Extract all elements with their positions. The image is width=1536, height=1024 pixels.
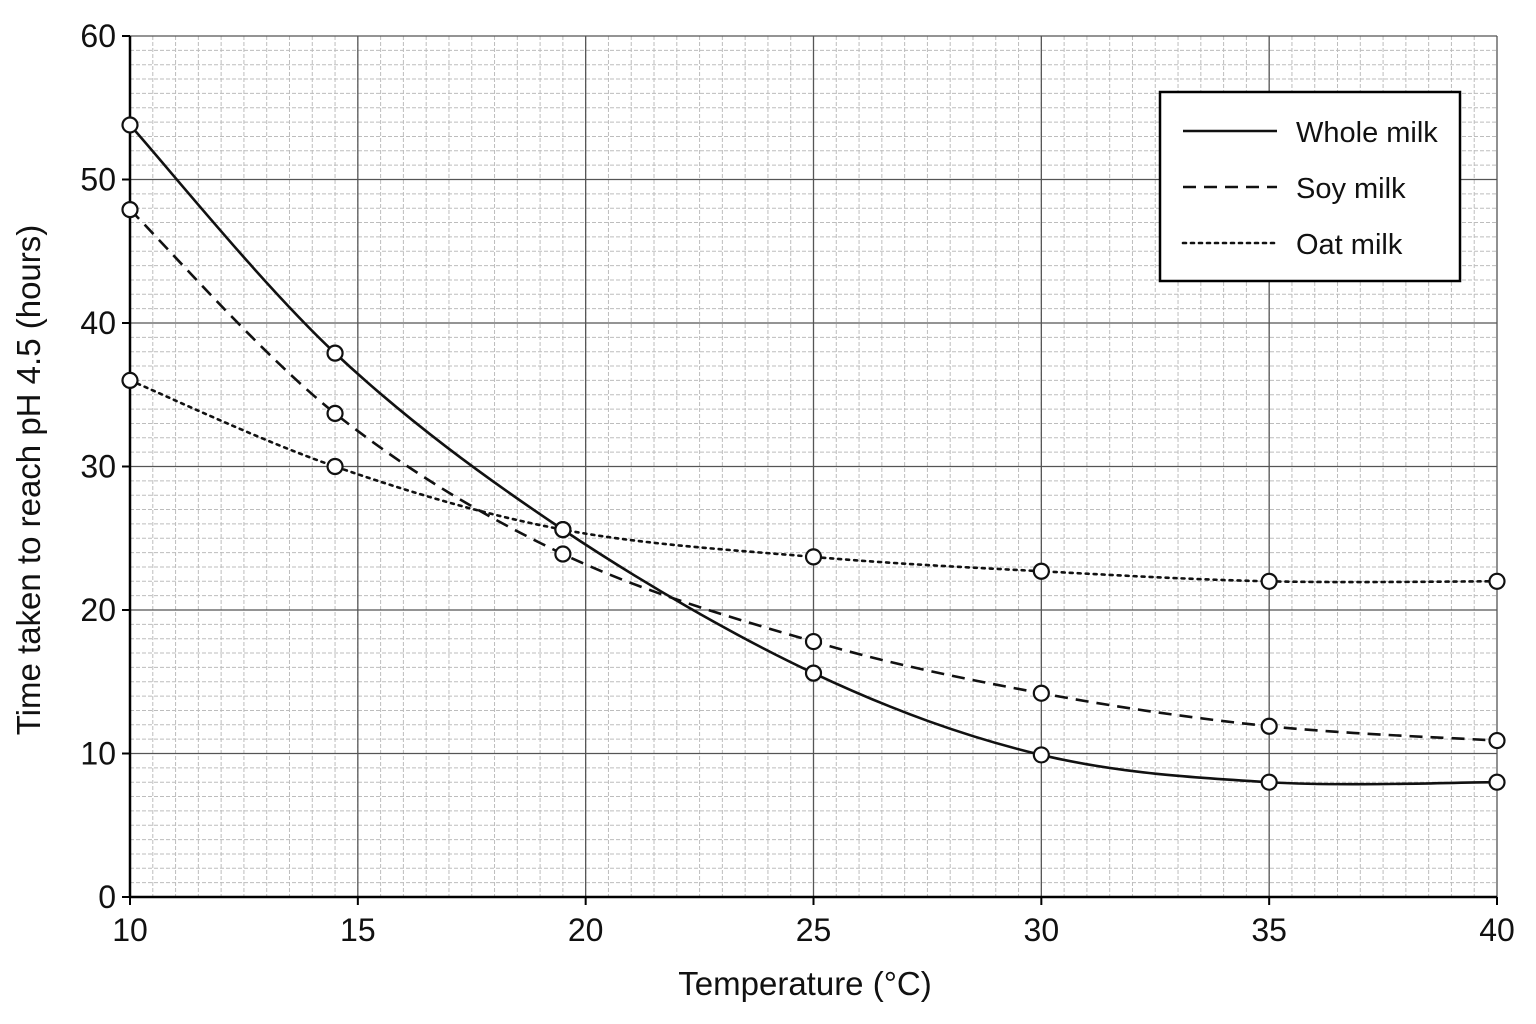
y-tick-label: 60 [80, 18, 116, 54]
axes [122, 35, 1498, 905]
legend-label-oat-milk: Oat milk [1296, 229, 1403, 261]
data-point-soy-milk [804, 632, 823, 651]
series-markers [121, 116, 1506, 791]
data-point-whole-milk [804, 664, 823, 682]
legend: Whole milk Soy milk Oat milk [1158, 90, 1462, 283]
data-point-whole-milk [326, 344, 344, 362]
data-point-oat-milk [1488, 572, 1506, 590]
y-axis-title: Time taken to reach pH 4.5 (hours) [10, 225, 47, 736]
data-point-soy-milk [121, 201, 139, 219]
data-point-soy-milk [1488, 731, 1506, 750]
data-point-soy-milk [554, 545, 572, 563]
data-point-soy-milk [1032, 684, 1050, 702]
data-point-whole-milk [1032, 746, 1050, 764]
x-tick-label: 40 [1479, 912, 1515, 948]
y-tick-label: 10 [80, 736, 116, 772]
legend-box [1158, 90, 1462, 283]
data-point-oat-milk [1032, 562, 1050, 580]
legend-label-whole-milk: Whole milk [1296, 117, 1438, 149]
x-tick-label: 35 [1251, 912, 1287, 948]
legend-label-soy-milk: Soy milk [1296, 173, 1406, 205]
data-point-oat-milk [326, 457, 344, 476]
y-tick-label: 40 [80, 305, 116, 341]
data-point-oat-milk [554, 521, 572, 539]
y-tick-label: 30 [80, 449, 116, 485]
y-tick-label: 0 [98, 879, 116, 915]
x-tick-label: 20 [568, 912, 604, 948]
y-tick-label: 20 [80, 592, 116, 628]
x-tick-label: 15 [340, 912, 376, 948]
major-grid [129, 35, 1498, 898]
x-tick-label: 25 [796, 912, 832, 948]
data-point-whole-milk [1488, 773, 1506, 791]
data-point-soy-milk [326, 404, 344, 423]
x-axis-title: Temperature (°C) [678, 965, 931, 1002]
data-point-oat-milk [1260, 572, 1278, 590]
x-tick-label: 30 [1024, 912, 1060, 948]
y-tick-label: 50 [80, 162, 116, 198]
data-point-whole-milk [1260, 773, 1278, 791]
x-tick-label: 10 [112, 912, 148, 948]
data-point-soy-milk [1260, 717, 1278, 735]
data-point-oat-milk [121, 371, 139, 389]
data-point-whole-milk [121, 116, 139, 134]
data-point-oat-milk [804, 548, 823, 566]
